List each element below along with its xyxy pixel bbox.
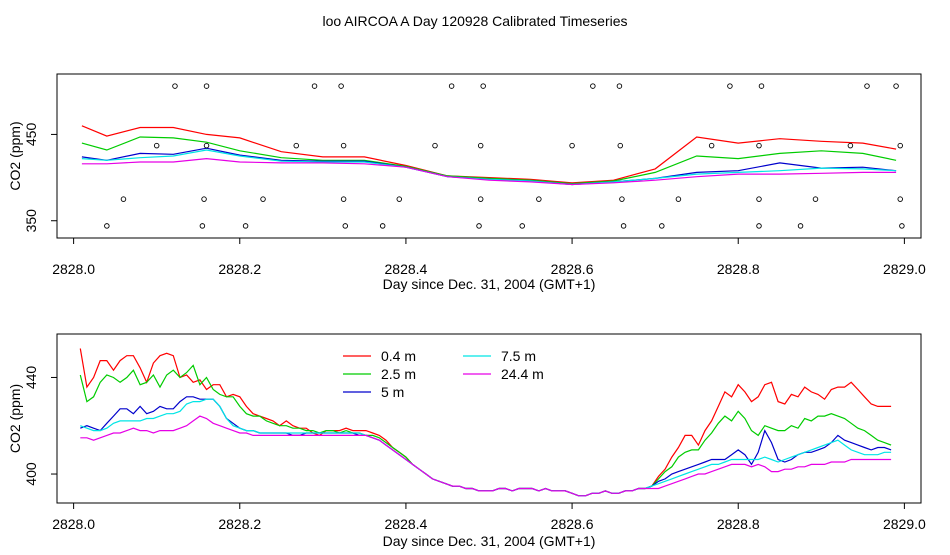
series-line-5-m (80, 396, 892, 497)
point-marker (893, 83, 899, 89)
point-marker (897, 196, 903, 202)
point-marker (899, 223, 905, 229)
x-tick-label: 2828.2 (218, 516, 261, 532)
y-tick-label: 350 (23, 209, 39, 233)
point-marker (756, 223, 762, 229)
point-marker (477, 142, 484, 149)
point-marker (448, 83, 455, 89)
point-marker (675, 196, 682, 202)
point-marker (536, 196, 542, 202)
point-marker (201, 196, 207, 202)
x-tick-label: 2828.6 (551, 261, 594, 277)
point-marker (620, 223, 627, 229)
x-tick-label: 2828.2 (218, 261, 261, 277)
point-marker (756, 196, 762, 202)
x-tick-label: 2829.0 (883, 261, 926, 277)
point-marker (172, 83, 178, 89)
point-marker (519, 223, 525, 229)
point-marker (480, 83, 486, 89)
point-marker (104, 223, 110, 229)
series-line-7-5-m (80, 398, 892, 497)
point-marker (338, 83, 344, 89)
series-line (81, 136, 897, 185)
legend-label: 2.5 m (381, 366, 416, 382)
legend-label: 0.4 m (381, 348, 416, 364)
point-marker (797, 223, 804, 229)
y-tick-label: 450 (23, 123, 39, 147)
x-tick-label: 2828.6 (551, 516, 594, 532)
top-panel: 2828.0 2828.2 2828.4 2828.6 2828.8 2829.0 Day … (7, 73, 926, 292)
legend-label: 7.5 m (501, 348, 536, 364)
point-marker (727, 83, 733, 89)
point-marker (476, 223, 482, 229)
point-marker (619, 196, 625, 202)
x-tick-label: 2828.8 (717, 516, 760, 532)
x-axis-label: Day since Dec. 31, 2004 (GMT+1) (383, 276, 596, 292)
series-line-24-4-m (80, 415, 892, 497)
y-axis-label: CO2 (ppm) (7, 384, 23, 453)
x-tick-label: 2828.0 (52, 516, 95, 532)
series-line (81, 157, 897, 186)
bottom-panel: 2828.0 2828.2 2828.4 2828.6 2828.8 2829.0 Day … (7, 333, 926, 549)
plot-frame (56, 73, 922, 239)
point-marker (756, 142, 762, 149)
point-marker (616, 83, 623, 89)
point-marker (432, 142, 438, 149)
series-line (81, 149, 897, 186)
point-marker (379, 223, 386, 229)
point-marker (153, 142, 160, 149)
point-marker (897, 142, 903, 149)
x-tick-label: 2829.0 (883, 516, 926, 532)
point-marker (708, 142, 715, 149)
point-marker (342, 223, 349, 229)
y-tick-label: 440 (23, 366, 39, 390)
point-marker (396, 196, 403, 202)
point-marker (569, 142, 575, 149)
point-marker (617, 142, 624, 149)
legend-label: 5 m (381, 384, 404, 400)
x-tick-label: 2828.8 (717, 261, 760, 277)
point-marker (847, 142, 854, 149)
point-marker (311, 83, 318, 89)
plot-frame (56, 333, 922, 504)
series-group (81, 83, 905, 229)
point-marker (864, 83, 870, 89)
x-axis-label: Day since Dec. 31, 2004 (GMT+1) (383, 533, 596, 549)
point-marker (590, 83, 596, 89)
point-marker (659, 223, 665, 229)
series-line-0-4-m (79, 348, 892, 497)
point-marker (340, 142, 347, 149)
point-marker (242, 223, 249, 229)
point-marker (293, 142, 300, 149)
y-axis-label: CO2 (ppm) (7, 121, 23, 190)
x-tick-label: 2828.4 (385, 516, 428, 532)
point-marker (477, 196, 484, 202)
point-marker (120, 196, 127, 202)
series-group (79, 348, 892, 497)
point-marker (758, 83, 765, 89)
legend-label: 24.4 m (501, 366, 544, 382)
point-marker (812, 196, 819, 202)
chart-legend: 0.4 m 2.5 m 5 m 7.5 m 24.4 m (343, 348, 544, 400)
x-tick-label: 2828.0 (52, 261, 95, 277)
series-line-2-5-m (79, 364, 892, 497)
point-marker (203, 83, 210, 89)
y-tick-label: 400 (23, 462, 39, 486)
point-marker (340, 196, 347, 202)
point-marker (260, 196, 266, 202)
chart-title: loo AIRCOA A Day 120928 Calibrated Times… (322, 13, 627, 29)
x-tick-label: 2828.4 (385, 261, 428, 277)
point-marker (199, 223, 206, 229)
point-marker (203, 142, 210, 149)
